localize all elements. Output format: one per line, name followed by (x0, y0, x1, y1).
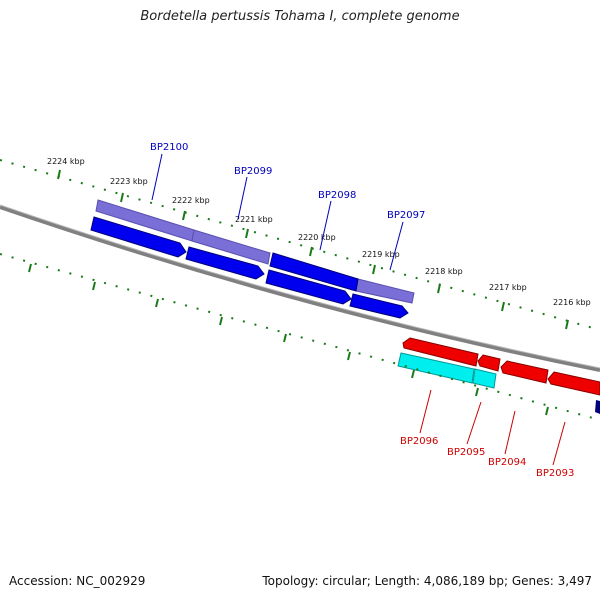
upper-major-ticks (57, 169, 569, 330)
upper-scale (0, 159, 600, 331)
reverse-genes (402, 337, 600, 396)
tick-label: 2216 kbp (553, 298, 591, 307)
accession-text: Accession: NC_002929 (9, 574, 146, 588)
feature-bar (397, 352, 475, 384)
bottom-gene-labels: BP2096 BP2095 BP2094 BP2093 (400, 389, 574, 479)
gene-label: BP2099 (234, 166, 272, 177)
gene-label: BP2100 (150, 142, 188, 153)
gene-arrow-edge (595, 400, 600, 414)
top-gene-labels: BP2100 BP2099 BP2098 BP2097 (150, 142, 425, 271)
gene-arrow (349, 293, 409, 319)
forward-genes (90, 216, 409, 319)
tick-label: 2218 kbp (425, 267, 463, 276)
gene-arrow (185, 246, 265, 280)
tick-label: 2222 kbp (172, 196, 210, 205)
gene-arrow (269, 252, 359, 292)
feature-bar (191, 229, 271, 265)
reverse-features (397, 352, 497, 389)
tick-label: 2224 kbp (47, 157, 85, 166)
tick-label: 2223 kbp (110, 177, 148, 186)
gene-label: BP2098 (318, 190, 356, 201)
gene-label: BP2096 (400, 436, 438, 447)
gene-arrow (500, 360, 549, 384)
gene-label: BP2094 (488, 457, 526, 468)
tick-label: 2217 kbp (489, 283, 527, 292)
genome-backbone (0, 204, 600, 372)
gene-arrow (402, 337, 479, 367)
gene-label: BP2093 (536, 468, 574, 479)
tick-label: 2219 kbp (362, 250, 400, 259)
forward-features (95, 199, 415, 304)
feature-bar (472, 368, 497, 389)
gene-label: BP2097 (387, 210, 425, 221)
tick-label: 2221 kbp (235, 215, 273, 224)
gene-arrow (265, 269, 352, 305)
genome-summary: Topology: circular; Length: 4,086,189 bp… (262, 574, 592, 588)
gene-arrow (547, 371, 600, 396)
gene-arrow (90, 216, 187, 258)
gene-label: BP2095 (447, 447, 485, 458)
map-title: Bordetella pertussis Tohama I, complete … (140, 9, 460, 24)
gene-arrow (477, 354, 501, 372)
lower-major-ticks (28, 263, 549, 416)
tick-label: 2220 kbp (298, 233, 336, 242)
